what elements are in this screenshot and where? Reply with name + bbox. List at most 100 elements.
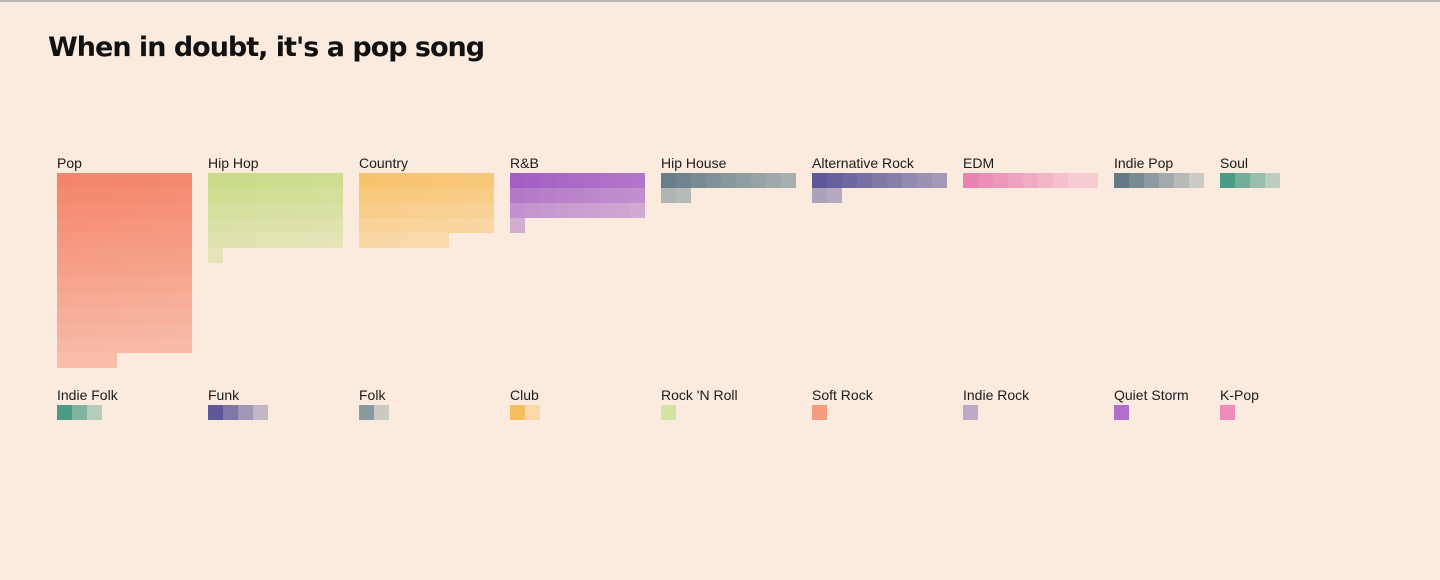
waffle-square bbox=[147, 188, 162, 203]
waffle-square bbox=[117, 338, 132, 353]
waffle-square bbox=[72, 188, 87, 203]
waffle-square bbox=[147, 308, 162, 323]
waffle-square bbox=[555, 188, 570, 203]
waffle-square bbox=[313, 233, 328, 248]
genre-country: Country bbox=[359, 155, 494, 248]
waffle-square bbox=[993, 173, 1008, 188]
waffle-square bbox=[283, 218, 298, 233]
genre-label: Hip House bbox=[661, 155, 727, 171]
waffle-square bbox=[132, 323, 147, 338]
waffle-square bbox=[117, 248, 132, 263]
waffle-square bbox=[268, 188, 283, 203]
waffle-square bbox=[102, 293, 117, 308]
waffle-square bbox=[525, 203, 540, 218]
waffle-square bbox=[328, 218, 343, 233]
waffle-square bbox=[177, 278, 192, 293]
waffle-square bbox=[117, 293, 132, 308]
waffle-square bbox=[72, 338, 87, 353]
waffle-square bbox=[223, 188, 238, 203]
waffle-square bbox=[298, 233, 313, 248]
waffle-square bbox=[510, 188, 525, 203]
waffle-square bbox=[72, 405, 87, 420]
genre-club: Club bbox=[510, 387, 540, 420]
genre-label: Rock 'N Roll bbox=[661, 387, 738, 403]
genre-hip-house: Hip House bbox=[661, 155, 796, 203]
waffle-square bbox=[419, 203, 434, 218]
waffle-square bbox=[313, 188, 328, 203]
waffle-square bbox=[1023, 173, 1038, 188]
waffle-square bbox=[162, 218, 177, 233]
waffle-square bbox=[117, 188, 132, 203]
waffle-square bbox=[147, 218, 162, 233]
waffle-square bbox=[147, 248, 162, 263]
waffle-square bbox=[419, 218, 434, 233]
waffle-square bbox=[238, 233, 253, 248]
waffle-square bbox=[706, 173, 721, 188]
page-title: When in doubt, it's a pop song bbox=[48, 32, 485, 63]
waffle-square bbox=[72, 293, 87, 308]
genre-label: Pop bbox=[57, 155, 82, 171]
waffle-square bbox=[510, 218, 525, 233]
waffle-square bbox=[827, 173, 842, 188]
genre-label: Folk bbox=[359, 387, 386, 403]
waffle-square bbox=[313, 218, 328, 233]
waffle-square bbox=[615, 203, 630, 218]
waffle-square bbox=[902, 173, 917, 188]
waffle-square bbox=[328, 203, 343, 218]
genre-edm: EDM bbox=[963, 155, 1098, 188]
waffle-square bbox=[1038, 173, 1053, 188]
waffle-square bbox=[87, 203, 102, 218]
genre-folk: Folk bbox=[359, 387, 389, 420]
waffle-square bbox=[359, 173, 374, 188]
waffle-square bbox=[117, 203, 132, 218]
waffle-square bbox=[1083, 173, 1098, 188]
waffle-square bbox=[449, 218, 464, 233]
waffle-square bbox=[615, 188, 630, 203]
waffle-square bbox=[162, 323, 177, 338]
genre-hip-hop: Hip Hop bbox=[208, 155, 343, 263]
waffle-square bbox=[374, 188, 389, 203]
waffle-square bbox=[57, 278, 72, 293]
waffle-square bbox=[162, 188, 177, 203]
waffle-square bbox=[540, 188, 555, 203]
waffle-square bbox=[162, 233, 177, 248]
genre-label: R&B bbox=[510, 155, 539, 171]
waffle-square bbox=[434, 173, 449, 188]
waffle-square bbox=[570, 203, 585, 218]
genre-quiet-storm: Quiet Storm bbox=[1114, 387, 1189, 420]
waffle-square bbox=[253, 203, 268, 218]
waffle-square bbox=[555, 173, 570, 188]
waffle-square bbox=[479, 173, 494, 188]
waffle-square bbox=[268, 173, 283, 188]
waffle-square bbox=[117, 218, 132, 233]
waffle-square bbox=[147, 278, 162, 293]
waffle-square bbox=[117, 323, 132, 338]
waffle-square bbox=[1174, 173, 1189, 188]
waffle-square bbox=[117, 278, 132, 293]
waffle-square bbox=[540, 203, 555, 218]
waffle-square bbox=[359, 188, 374, 203]
waffle-square bbox=[72, 173, 87, 188]
waffle-square bbox=[525, 405, 540, 420]
genre-label: Club bbox=[510, 387, 539, 403]
waffle-square bbox=[510, 203, 525, 218]
waffle-square bbox=[87, 293, 102, 308]
waffle-square bbox=[223, 203, 238, 218]
waffle-square bbox=[147, 323, 162, 338]
waffle-square bbox=[313, 203, 328, 218]
waffle-square bbox=[102, 248, 117, 263]
waffle-square bbox=[359, 233, 374, 248]
waffle-square bbox=[434, 203, 449, 218]
waffle-square bbox=[283, 173, 298, 188]
waffle-square bbox=[253, 188, 268, 203]
waffle-square bbox=[253, 233, 268, 248]
waffle-square bbox=[419, 173, 434, 188]
waffle-square bbox=[404, 218, 419, 233]
waffle-square bbox=[691, 173, 706, 188]
waffle-square bbox=[87, 248, 102, 263]
waffle-square bbox=[479, 203, 494, 218]
waffle-square bbox=[72, 248, 87, 263]
waffle-square bbox=[570, 188, 585, 203]
waffle-square bbox=[963, 173, 978, 188]
